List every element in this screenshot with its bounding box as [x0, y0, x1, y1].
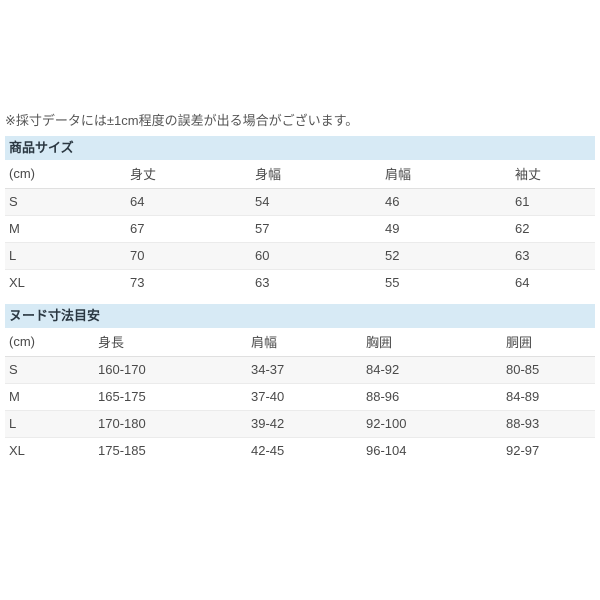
column-header: 身丈 [130, 167, 157, 183]
table-row: M 165-175 37-40 88-96 84-89 [5, 383, 595, 410]
measurement-cell: 61 [515, 194, 530, 209]
measurement-cell: 46 [385, 194, 400, 209]
measurement-cell: 39-42 [251, 416, 285, 431]
size-label: S [9, 194, 18, 209]
measurement-cell: 34-37 [251, 362, 285, 377]
size-label: M [9, 221, 20, 236]
size-label: S [9, 362, 18, 377]
size-label: L [9, 416, 17, 431]
measurement-cell: 49 [385, 221, 400, 236]
measurement-cell: 175-185 [98, 443, 146, 459]
table-row: L 170-180 39-42 92-100 88-93 [5, 410, 595, 437]
measurement-cell: 84-92 [366, 362, 400, 377]
table-row: S 160-170 34-37 84-92 80-85 [5, 356, 595, 383]
measurement-cell: 64 [130, 194, 145, 209]
measurement-cell: 63 [515, 248, 530, 263]
column-header: (cm) [9, 334, 35, 350]
measurement-cell: 57 [255, 221, 270, 236]
measurement-note: ※採寸データには±1cm程度の誤差が出る場合がございます。 [5, 113, 359, 128]
size-chart-page: ※採寸データには±1cm程度の誤差が出る場合がございます。 商品サイズ (cm)… [5, 113, 595, 464]
measurement-cell: 52 [385, 248, 400, 263]
measurement-cell: 84-89 [506, 389, 540, 404]
table-row: XL 175-185 42-45 96-104 92-97 [5, 437, 595, 464]
table-row: XL 73 63 55 64 [5, 269, 595, 296]
measurement-cell: 88-96 [366, 389, 400, 404]
size-label: XL [9, 275, 25, 291]
measurement-cell: 63 [255, 275, 270, 291]
measurement-cell: 54 [255, 194, 270, 209]
column-header: 肩幅 [251, 335, 278, 351]
column-header: 身幅 [255, 167, 282, 183]
column-header: 袖丈 [515, 167, 542, 183]
measurement-cell: 60 [255, 248, 270, 263]
measurement-cell: 73 [130, 275, 145, 291]
product-size-header: 商品サイズ [5, 136, 595, 160]
measurement-cell: 160-170 [98, 362, 146, 377]
measurement-cell: 67 [130, 221, 145, 236]
measurement-cell: 88-93 [506, 416, 540, 431]
column-header: 身長 [98, 335, 125, 351]
size-label: M [9, 389, 20, 404]
size-label: XL [9, 443, 25, 459]
column-header: 胴囲 [506, 335, 533, 351]
size-label: L [9, 248, 17, 263]
measurement-cell: 96-104 [366, 443, 407, 459]
column-header-row: (cm) 身長 肩幅 胸囲 胴囲 [5, 328, 595, 356]
measurement-cell: 80-85 [506, 362, 540, 377]
measurement-cell: 42-45 [251, 443, 285, 459]
nude-size-header: ヌード寸法目安 [5, 304, 595, 328]
column-header-row: (cm) 身丈 身幅 肩幅 袖丈 [5, 160, 595, 188]
measurement-cell: 70 [130, 248, 145, 263]
nude-size-table: (cm) 身長 肩幅 胸囲 胴囲 S 160-170 34-37 84-92 80-85 M 165-… [5, 328, 595, 464]
table-row: M 67 57 49 62 [5, 215, 595, 242]
measurement-cell: 92-97 [506, 443, 540, 459]
measurement-cell: 170-180 [98, 416, 146, 431]
product-size-table: (cm) 身丈 身幅 肩幅 袖丈 S 64 54 46 61 M 67 57 49 62 L 70 60 52 63 X… [5, 160, 595, 296]
measurement-cell: 92-100 [366, 416, 407, 431]
measurement-cell: 37-40 [251, 389, 285, 404]
measurement-cell: 64 [515, 275, 530, 291]
table-row: L 70 60 52 63 [5, 242, 595, 269]
column-header: 胸囲 [366, 335, 393, 351]
column-header: (cm) [9, 166, 35, 182]
measurement-cell: 165-175 [98, 389, 146, 404]
table-row: S 64 54 46 61 [5, 188, 595, 215]
section-nude-size: ヌード寸法目安 (cm) 身長 肩幅 胸囲 胴囲 S 160-170 34-37 84-92 80… [5, 304, 595, 464]
measurement-cell: 62 [515, 221, 530, 236]
column-header: 肩幅 [385, 167, 412, 183]
section-product-size: 商品サイズ (cm) 身丈 身幅 肩幅 袖丈 S 64 54 46 61 M 67 57 49 62 L 70 6… [5, 136, 595, 296]
measurement-cell: 55 [385, 275, 400, 291]
